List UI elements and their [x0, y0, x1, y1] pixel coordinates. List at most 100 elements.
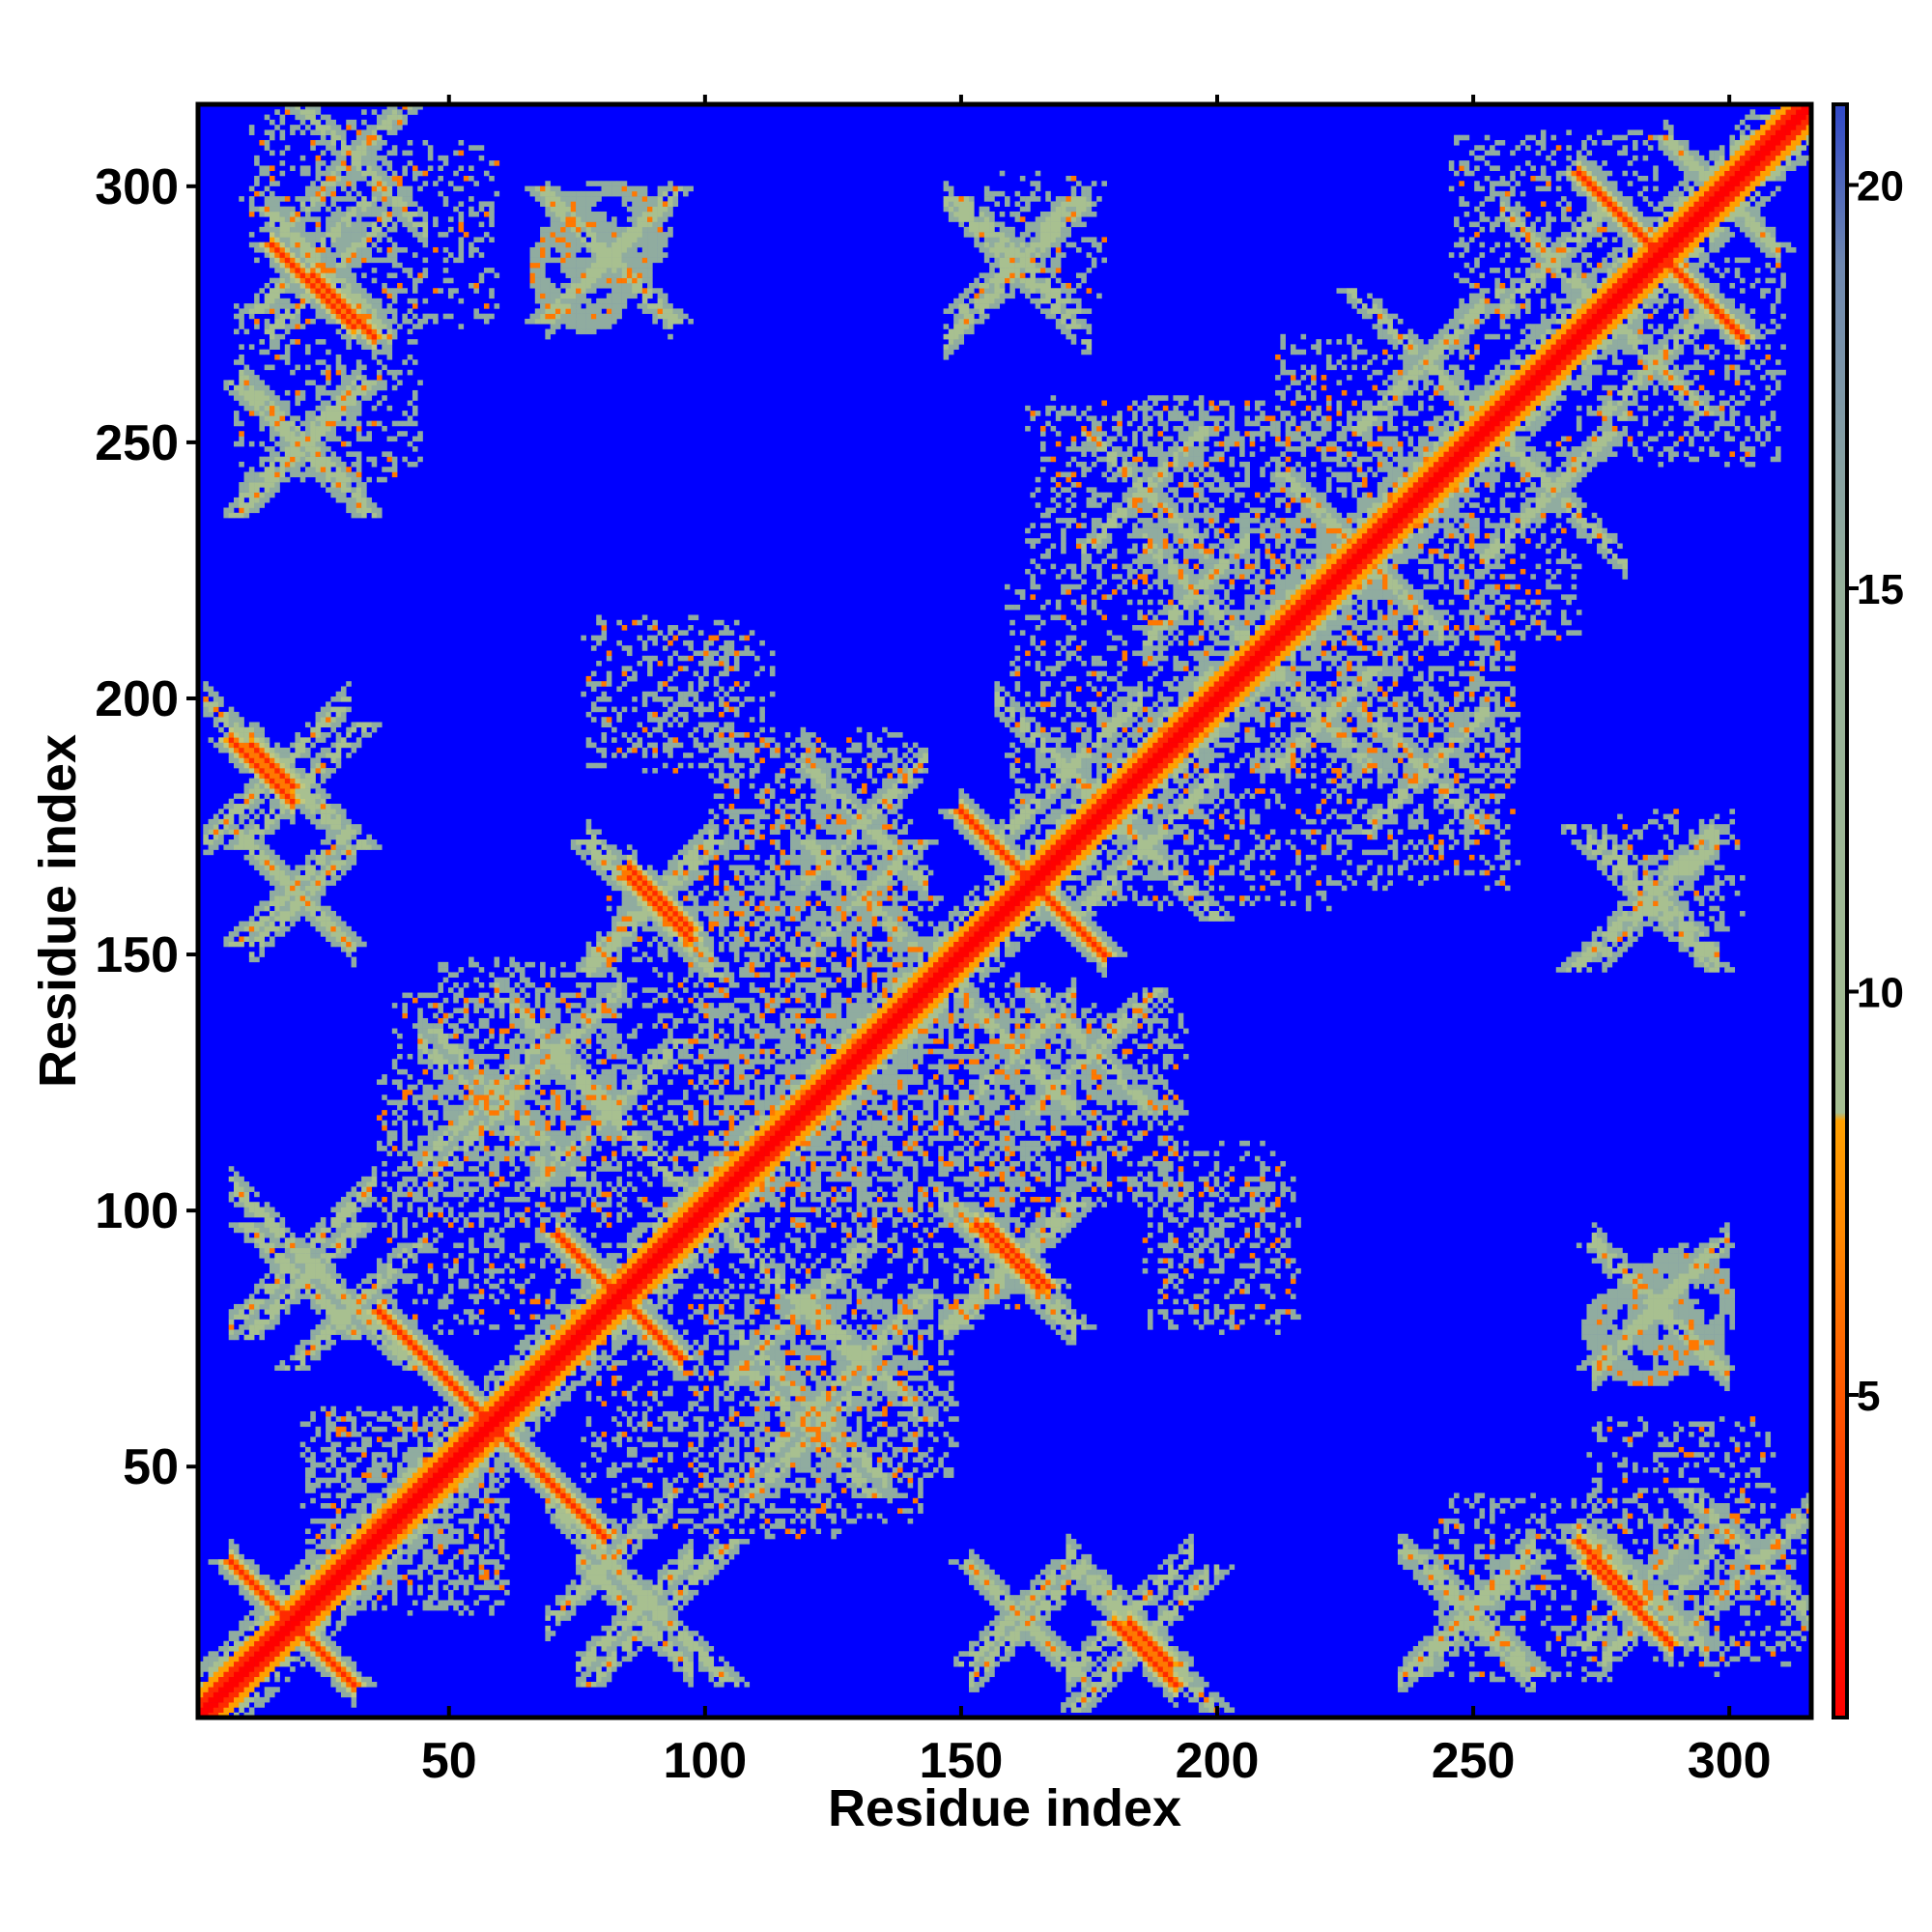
heatmap-cell [352, 1564, 357, 1570]
heatmap-cell [1025, 1595, 1031, 1601]
heatmap-cell [815, 1463, 821, 1468]
heatmap-cell [300, 1559, 306, 1565]
heatmap-cell [305, 1579, 311, 1585]
heatmap-cell [607, 1549, 612, 1555]
heatmap-cell [1076, 1677, 1082, 1683]
heatmap-cell [1137, 1631, 1143, 1636]
heatmap-cell [1087, 1702, 1093, 1708]
heatmap-cell [1622, 1631, 1628, 1636]
heatmap-cell [1438, 1615, 1444, 1621]
heatmap-cell [1071, 1554, 1077, 1560]
heatmap-cell [1745, 1575, 1750, 1580]
heatmap-cell [663, 1503, 668, 1509]
heatmap-cell [714, 1498, 720, 1504]
heatmap-cell [1494, 1615, 1500, 1621]
heatmap-cell [254, 1631, 260, 1636]
heatmap-cell [1577, 1554, 1582, 1560]
heatmap-cell [694, 1641, 699, 1647]
heatmap-cell [627, 1528, 633, 1534]
heatmap-cell [1663, 1615, 1669, 1621]
heatmap-cell [433, 1467, 439, 1473]
heatmap-cell [1693, 1575, 1699, 1580]
heatmap-cell [305, 1488, 311, 1493]
heatmap-cell [341, 1492, 347, 1498]
heatmap-cell [1056, 1585, 1062, 1591]
heatmap-cell [1449, 1585, 1455, 1591]
heatmap-cell [387, 1549, 393, 1555]
heatmap-cell [683, 1575, 689, 1580]
heatmap-cell [1469, 1615, 1475, 1621]
heatmap-cell [1653, 1635, 1659, 1641]
heatmap-cell [581, 1519, 586, 1524]
heatmap-cell [423, 1503, 429, 1509]
heatmap-cell [1612, 1488, 1618, 1493]
heatmap-cell [837, 1463, 842, 1468]
heatmap-cell [1117, 1585, 1122, 1591]
heatmap-cell [611, 1559, 617, 1565]
heatmap-cell [867, 1452, 872, 1458]
heatmap-cell [387, 1528, 393, 1534]
heatmap-cell [1071, 1682, 1077, 1688]
heatmap-cell [1617, 1635, 1623, 1641]
heatmap-cell [1643, 1488, 1649, 1493]
heatmap-cell [1668, 1635, 1674, 1641]
heatmap-cell [203, 1702, 209, 1708]
heatmap-cell [469, 1467, 474, 1473]
heatmap-cell [1071, 1544, 1077, 1549]
heatmap-cell [1735, 1585, 1741, 1591]
heatmap-cell [1081, 1651, 1087, 1657]
heatmap-cell [576, 1570, 582, 1576]
heatmap-cell [1107, 1631, 1113, 1636]
heatmap-cell [642, 1463, 648, 1468]
heatmap-cell [688, 1631, 694, 1636]
heatmap-cell [851, 1519, 857, 1524]
heatmap-cell [1561, 1528, 1567, 1534]
heatmap-cell [994, 1631, 1000, 1636]
heatmap-cell [361, 1549, 367, 1555]
heatmap-cell [1729, 1635, 1735, 1641]
heatmap-cell [652, 1615, 658, 1621]
heatmap-cell [1158, 1662, 1164, 1667]
heatmap-cell [1699, 1503, 1705, 1509]
heatmap-cell [719, 1554, 724, 1560]
heatmap-cell [1505, 1595, 1511, 1601]
heatmap-cell [980, 1570, 985, 1576]
heatmap-cell [310, 1457, 316, 1463]
heatmap-cell [352, 1595, 357, 1601]
heatmap-cell [326, 1605, 331, 1611]
heatmap-cell [754, 1498, 760, 1504]
heatmap-cell [678, 1559, 684, 1565]
heatmap-cell [974, 1585, 980, 1591]
heatmap-cell [372, 1570, 378, 1576]
heatmap-cell [1459, 1635, 1464, 1641]
heatmap-cell [1709, 1539, 1715, 1545]
heatmap-cell [1459, 1554, 1464, 1560]
heatmap-cell [484, 1514, 490, 1520]
heatmap-cell [1546, 1641, 1551, 1647]
heatmap-cell [1673, 1595, 1679, 1601]
heatmap-cell [1719, 1514, 1725, 1520]
heatmap-cell [1443, 1528, 1449, 1534]
heatmap-cell [1750, 1570, 1756, 1576]
heatmap-cell [535, 1483, 541, 1489]
heatmap-cell [647, 1483, 653, 1489]
heatmap-cell [223, 1671, 229, 1677]
heatmap-cell [980, 1579, 985, 1585]
heatmap-cell [1801, 1600, 1806, 1605]
heatmap-cell [1025, 1626, 1031, 1632]
heatmap-cell [1715, 1605, 1720, 1611]
heatmap-cell [1464, 1600, 1470, 1605]
heatmap-cell [469, 1523, 474, 1529]
heatmap-cell [464, 1467, 469, 1473]
heatmap-cell [545, 1498, 551, 1504]
heatmap-cell [1541, 1575, 1547, 1580]
heatmap-cell [1127, 1646, 1133, 1652]
heatmap-cell [1668, 1519, 1674, 1524]
heatmap-cell [785, 1528, 791, 1534]
heatmap-cell [1163, 1610, 1169, 1616]
heatmap-cell [989, 1657, 995, 1662]
heatmap-cell [668, 1621, 673, 1627]
heatmap-cell [974, 1687, 980, 1692]
heatmap-cell [1500, 1600, 1506, 1605]
heatmap-cell [1443, 1570, 1449, 1576]
